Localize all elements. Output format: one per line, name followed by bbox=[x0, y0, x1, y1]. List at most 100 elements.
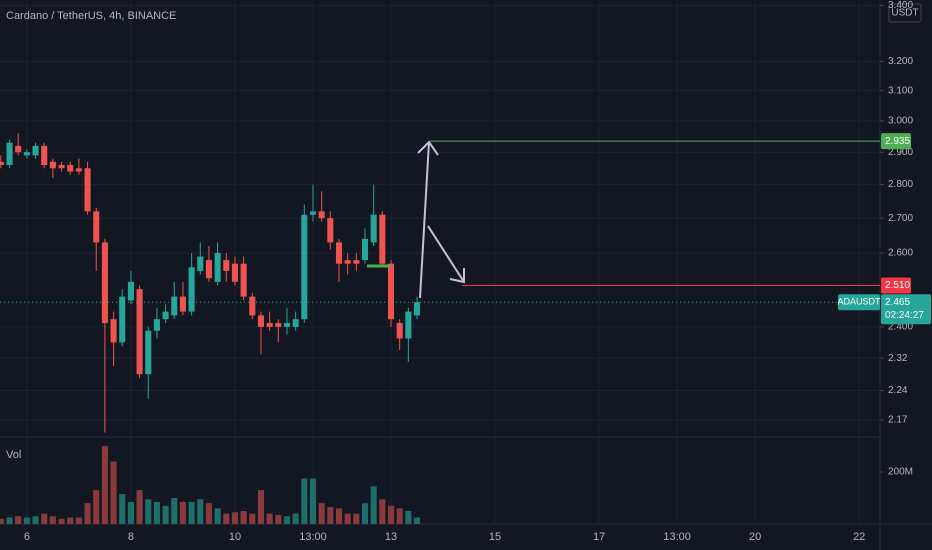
candle-body bbox=[292, 319, 299, 327]
volume-bar bbox=[84, 503, 91, 524]
volume-bar bbox=[49, 516, 56, 524]
volume-bar bbox=[110, 461, 117, 524]
candle-body bbox=[41, 145, 48, 166]
volume-bar bbox=[231, 512, 238, 524]
overlay bbox=[0, 140, 880, 303]
volume-bar bbox=[292, 513, 299, 524]
candle-body bbox=[197, 256, 204, 271]
candle-body bbox=[301, 214, 308, 320]
y-tick-label: 3.200 bbox=[888, 56, 913, 67]
candle-body bbox=[145, 330, 152, 375]
y-tick-label: 2.600 bbox=[888, 248, 913, 259]
y-tick-label: 2.800 bbox=[888, 179, 913, 190]
x-tick-label: 8 bbox=[128, 531, 134, 543]
y-tick-label: 3.000 bbox=[888, 116, 913, 127]
volume-bar bbox=[101, 445, 108, 524]
candle-body bbox=[179, 296, 186, 312]
volume-bar bbox=[32, 516, 39, 524]
candle-body bbox=[223, 260, 230, 271]
y-tick-label: 2.17 bbox=[888, 414, 908, 425]
volume-bar bbox=[188, 501, 195, 524]
price-level-label: 2.935 bbox=[885, 136, 910, 147]
volume-bar bbox=[309, 478, 317, 524]
candle-body bbox=[84, 168, 91, 212]
y-tick-label: 2.32 bbox=[888, 353, 908, 364]
volume-bar bbox=[370, 486, 377, 524]
volume-bar bbox=[266, 513, 273, 524]
candle-body bbox=[283, 323, 291, 327]
candle-body bbox=[413, 302, 421, 316]
volume-bar bbox=[0, 518, 4, 524]
volume-bar bbox=[75, 517, 82, 524]
y-tick-label: 2.24 bbox=[888, 385, 908, 396]
candle-body bbox=[344, 260, 351, 264]
candle-body bbox=[257, 315, 264, 327]
candle-body bbox=[231, 263, 238, 282]
candle-body bbox=[335, 242, 343, 264]
volume-bar bbox=[67, 517, 74, 524]
currency-label: USDT bbox=[891, 8, 918, 19]
volume-bar bbox=[413, 517, 421, 524]
x-tick-label: 6 bbox=[24, 531, 30, 543]
volume-bar bbox=[162, 505, 169, 524]
candle-body bbox=[58, 165, 65, 169]
last-price-label: 2.465 bbox=[885, 297, 910, 308]
candle-body bbox=[110, 319, 117, 343]
symbol-box bbox=[838, 294, 880, 311]
candle-body bbox=[49, 161, 56, 169]
price-level-label: 2.510 bbox=[885, 280, 910, 291]
volume-bar bbox=[275, 514, 282, 524]
volume-bar bbox=[223, 513, 230, 524]
candle-body bbox=[101, 242, 108, 324]
candle-body bbox=[93, 211, 100, 243]
y-tick-label: 2.900 bbox=[888, 147, 913, 158]
candle-body bbox=[309, 211, 317, 215]
volume-tick-label: 200M bbox=[888, 467, 913, 478]
x-tick-label: 10 bbox=[229, 531, 241, 543]
x-tick-label: 22 bbox=[853, 531, 865, 543]
volume-bar bbox=[23, 517, 30, 524]
candle-body bbox=[240, 263, 247, 297]
candle-body bbox=[15, 145, 22, 153]
candle-body bbox=[153, 319, 160, 331]
volume-bar bbox=[119, 494, 126, 524]
volume-bar bbox=[396, 508, 403, 524]
volume-bar bbox=[153, 501, 160, 524]
volume-bar bbox=[214, 508, 221, 524]
volume-bar bbox=[249, 513, 256, 524]
volume-bar bbox=[361, 503, 369, 524]
volume-bar bbox=[15, 516, 22, 524]
volume-bar bbox=[283, 516, 291, 524]
volume-bar bbox=[318, 503, 325, 524]
candle-body bbox=[266, 323, 273, 327]
x-tick-label: 20 bbox=[749, 531, 761, 543]
drawn-arrow bbox=[419, 141, 430, 299]
candle-body bbox=[370, 214, 377, 243]
last-price-box bbox=[881, 294, 931, 325]
price-level-box bbox=[881, 277, 911, 294]
volume-bar bbox=[179, 501, 186, 524]
candle-body bbox=[23, 152, 30, 156]
symbol-label: ADAUSDT bbox=[837, 297, 881, 307]
volume-bar bbox=[136, 490, 143, 524]
volume-label: Vol bbox=[6, 449, 21, 461]
y-tick-label: 2.400 bbox=[888, 321, 913, 332]
candle-body bbox=[136, 289, 143, 375]
volume-bar bbox=[240, 510, 247, 524]
x-tick-label: 13:00 bbox=[299, 531, 327, 543]
volume-bar bbox=[257, 490, 264, 524]
candle-body bbox=[127, 281, 134, 301]
candle-body bbox=[387, 263, 395, 320]
volume-bar bbox=[41, 513, 48, 524]
volume-bar bbox=[405, 510, 412, 524]
drawn-arrow bbox=[427, 225, 465, 283]
volume-bar bbox=[379, 499, 386, 524]
drawn-arrow-head bbox=[417, 140, 439, 156]
y-tick-label: 2.700 bbox=[888, 213, 913, 224]
candle-body bbox=[249, 296, 256, 316]
price-level-box bbox=[881, 133, 911, 150]
volume-bar bbox=[327, 507, 334, 524]
volume-bar bbox=[353, 513, 360, 524]
